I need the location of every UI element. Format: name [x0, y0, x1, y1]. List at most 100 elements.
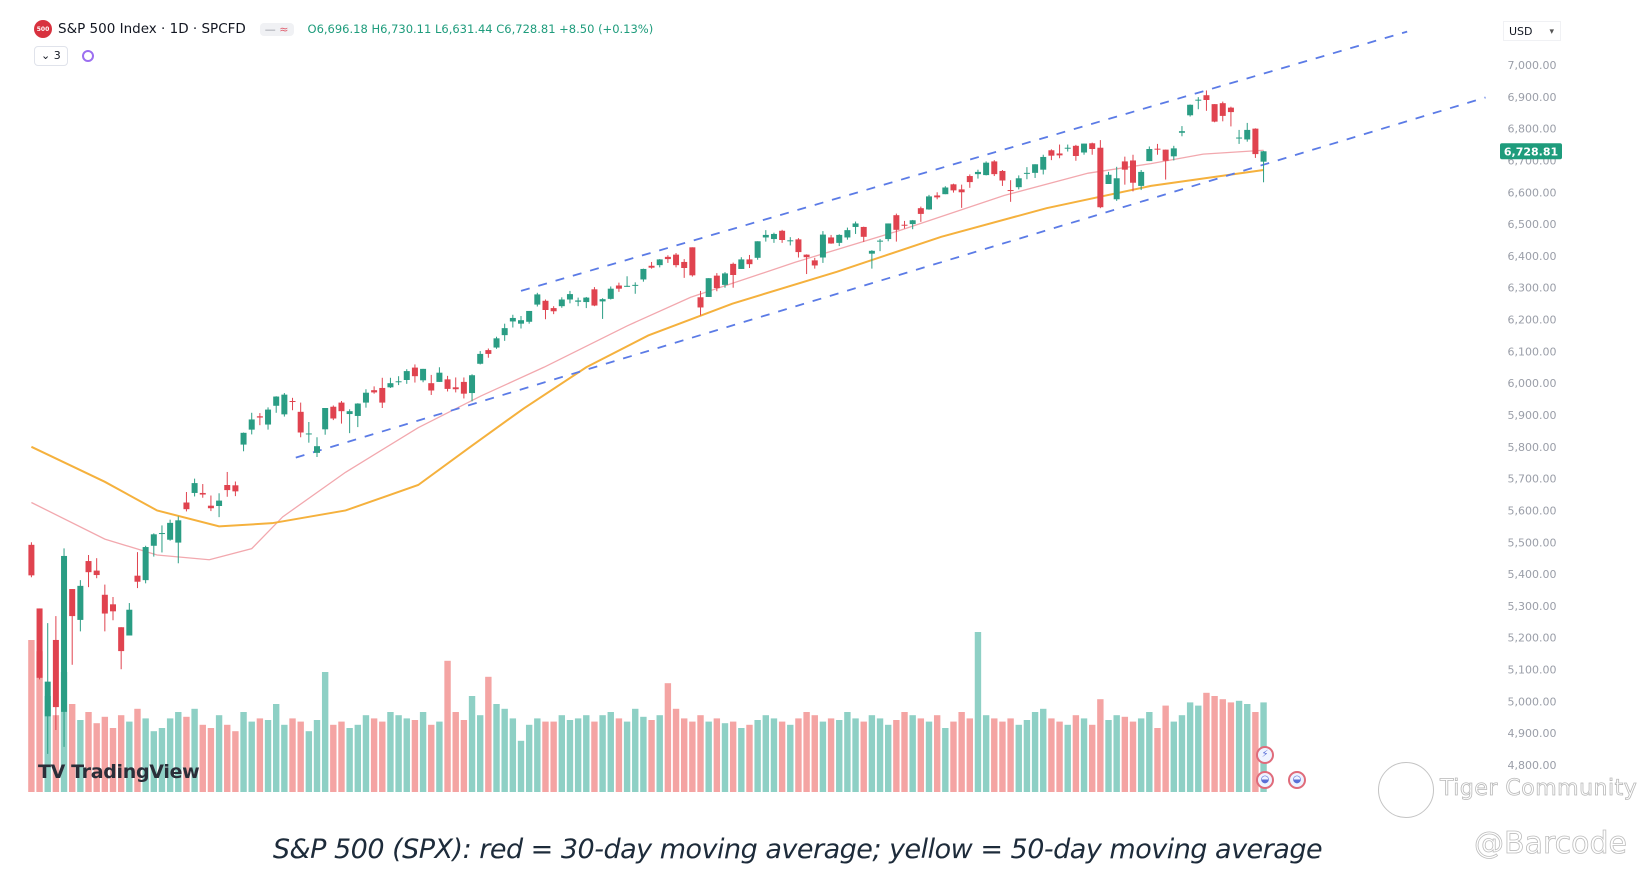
candle-body [909, 220, 916, 225]
y-axis-tick-label: 6,600.00 [1508, 186, 1557, 199]
candle-body [183, 502, 190, 510]
y-axis-tick-label: 5,700.00 [1508, 473, 1557, 486]
sp500-logo: 500 [34, 20, 52, 38]
candle-body [705, 278, 712, 297]
us-flag-event-icon[interactable]: ◒ [1288, 771, 1306, 789]
volume-bar [1178, 715, 1186, 792]
candle-body [142, 547, 149, 581]
candle-body [69, 589, 76, 617]
candle-body [1064, 147, 1071, 149]
volume-bar [273, 704, 280, 792]
close-label: C [496, 22, 505, 36]
y-axis-tick-label: 6,300.00 [1508, 282, 1557, 295]
volume-bar [999, 721, 1006, 792]
candle-body [216, 500, 223, 506]
candle-body [893, 215, 900, 230]
volume-bar [224, 724, 231, 792]
lightning-event-icon[interactable]: ⚡ [1256, 746, 1274, 764]
candle-body [452, 387, 459, 390]
volume-bar [901, 712, 908, 792]
candle-body [224, 485, 231, 491]
candle-body [518, 320, 524, 324]
volume-bar [419, 712, 427, 792]
legend-toggle-button[interactable]: — ≈ [259, 22, 294, 36]
candle-body [656, 259, 663, 266]
candle-body [232, 485, 239, 492]
candle-body [1056, 153, 1063, 156]
candle-body [624, 285, 631, 287]
candle-body [974, 171, 981, 175]
candle-body [868, 250, 875, 254]
volume-bar [379, 721, 386, 792]
volume-bar [574, 718, 582, 792]
close-value: 6,728.81 [504, 22, 556, 36]
candle-body [730, 263, 737, 275]
volume-bar [313, 720, 321, 792]
volume-bar [134, 708, 141, 792]
approx-equal-icon: ≈ [279, 22, 289, 36]
volume-bar [126, 721, 133, 792]
candle-body [852, 223, 859, 227]
volume-bar [885, 724, 892, 792]
candle-body [844, 230, 851, 238]
candle-body [1015, 178, 1022, 188]
volume-bar [395, 715, 402, 792]
currency-dropdown[interactable]: USD ▾ [1503, 21, 1561, 41]
volume-bar [191, 708, 198, 792]
candle-body [1236, 137, 1243, 139]
candle-body [436, 372, 443, 382]
indicators-collapse-button[interactable]: ⌄ 3 [34, 46, 68, 66]
volume-bar [1154, 728, 1161, 792]
candle-body [199, 492, 206, 495]
volume-bar [966, 718, 973, 792]
ohlc-values: O6,696.18 H6,730.11 L6,631.44 C6,728.81 … [308, 22, 654, 36]
y-axis-tick-label: 5,600.00 [1508, 504, 1557, 517]
candle-body [1089, 143, 1096, 149]
y-axis-tick-label: 5,500.00 [1508, 536, 1557, 549]
candle-body [966, 176, 973, 183]
candle-body [1105, 174, 1112, 184]
candle-body [1130, 160, 1136, 183]
ma30-line [31, 149, 1264, 561]
volume-bar [215, 715, 223, 792]
candle-body [787, 240, 794, 242]
tradingview-wordmark: TradingView [71, 761, 200, 783]
y-axis-tick-label: 4,800.00 [1508, 759, 1557, 772]
candle-body [917, 208, 924, 214]
volume-bar [615, 718, 623, 792]
volume-bar [958, 712, 965, 792]
minus-icon: — [264, 22, 276, 36]
candle-body [1097, 147, 1104, 208]
volume-bar [632, 708, 639, 792]
volume-bar [1048, 718, 1055, 792]
symbol-title[interactable]: S&P 500 Index · 1D · SPCFD [58, 21, 246, 37]
y-axis-tick-label: 5,800.00 [1508, 441, 1557, 454]
volume-bar [689, 721, 696, 792]
volume-bar [844, 712, 851, 792]
us-flag-event-icon[interactable]: ◒ [1256, 771, 1274, 789]
volume-bar [917, 718, 925, 792]
candle-body [803, 254, 810, 258]
candle-body [1032, 164, 1039, 173]
candle-body [1072, 145, 1079, 156]
volume-bar [909, 715, 916, 792]
volume-bar [1113, 715, 1120, 792]
candle-body [93, 570, 100, 576]
volume-bar [321, 672, 329, 792]
candle-body [167, 522, 174, 540]
volume-bar [444, 660, 451, 792]
y-axis-tick-label: 6,500.00 [1508, 218, 1557, 231]
candle-body [722, 273, 728, 285]
candle-body [330, 406, 337, 419]
volume-bar [542, 721, 549, 792]
volume-bar [297, 721, 304, 792]
candle-body [819, 234, 826, 258]
candle-body [795, 239, 802, 253]
sync-icon[interactable] [81, 50, 94, 62]
y-axis-tick-label: 5,300.00 [1508, 600, 1557, 613]
volume-bar [656, 715, 663, 792]
volume-bar [1146, 712, 1153, 792]
volume-bar [330, 724, 337, 792]
candle-body [991, 161, 998, 175]
